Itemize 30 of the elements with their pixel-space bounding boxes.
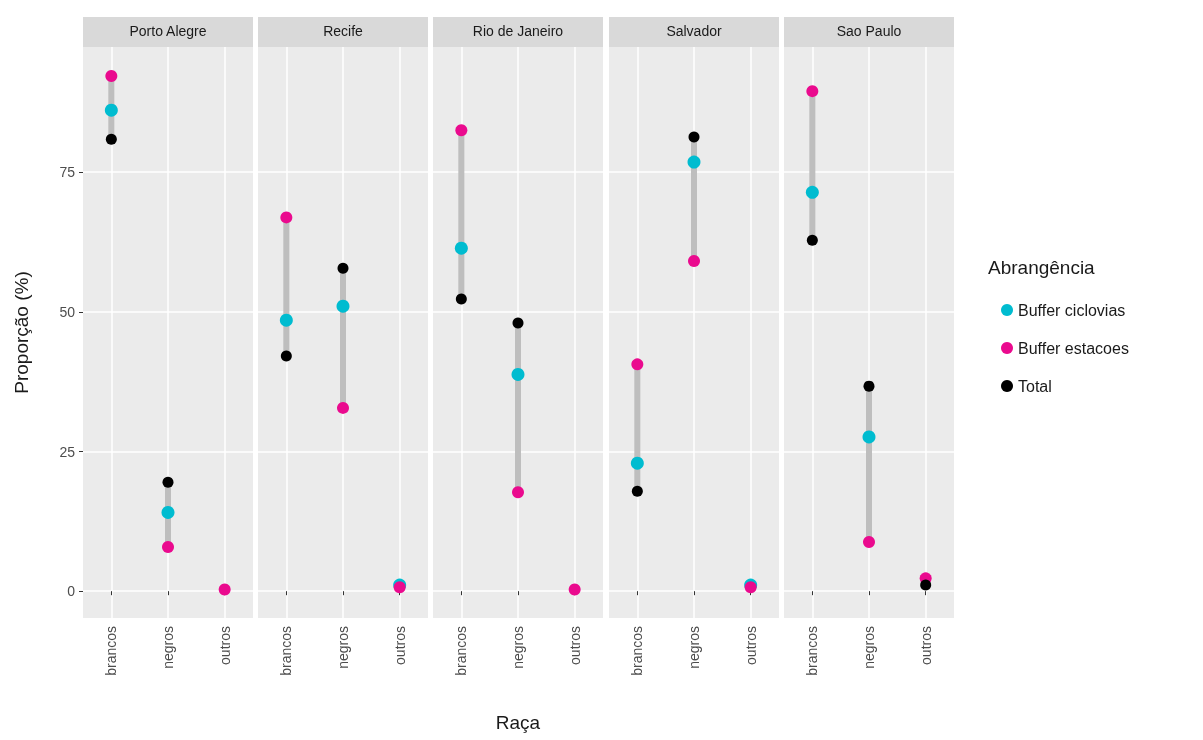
y-tick-label: 0 bbox=[67, 583, 76, 600]
x-tick-label: brancos bbox=[804, 626, 821, 676]
chart-title: Sao Paulo bbox=[836, 23, 902, 39]
x-tick-label: negros bbox=[335, 626, 351, 669]
x-tick-label: brancos bbox=[278, 626, 295, 676]
chart-title: Salvador bbox=[666, 23, 722, 39]
legend-title: Abrangência bbox=[988, 257, 1096, 278]
x-tick-label: brancos bbox=[103, 626, 120, 676]
x-axis-title: Raça bbox=[495, 712, 541, 733]
x-tick-label: negros bbox=[510, 626, 526, 669]
x-tick-label: outros bbox=[917, 626, 934, 665]
x-tick-label: outros bbox=[391, 626, 408, 665]
x-tick-label: outros bbox=[742, 626, 759, 665]
legend-label: Buffer ciclovias bbox=[1018, 301, 1126, 319]
chart-title: Recife bbox=[323, 23, 364, 39]
chart-title: Rio de Janeiro bbox=[472, 23, 564, 39]
x-tick-label: negros bbox=[686, 626, 702, 669]
y-tick-label: 25 bbox=[59, 443, 76, 460]
y-tick-label: 50 bbox=[59, 303, 76, 320]
x-tick-label: outros bbox=[216, 626, 233, 665]
y-tick-label: 75 bbox=[59, 164, 76, 181]
legend-label: Total bbox=[1018, 377, 1052, 395]
chart-title: Porto Alegre bbox=[129, 23, 207, 39]
x-tick-label: negros bbox=[160, 626, 176, 669]
legend-label: Buffer estacoes bbox=[1018, 339, 1129, 357]
y-axis-title: Proporção (%) bbox=[11, 271, 32, 394]
x-tick-label: brancos bbox=[629, 626, 646, 676]
x-tick-label: brancos bbox=[453, 626, 470, 676]
x-tick-label: outros bbox=[566, 626, 583, 665]
x-tick-label: negros bbox=[861, 626, 877, 669]
